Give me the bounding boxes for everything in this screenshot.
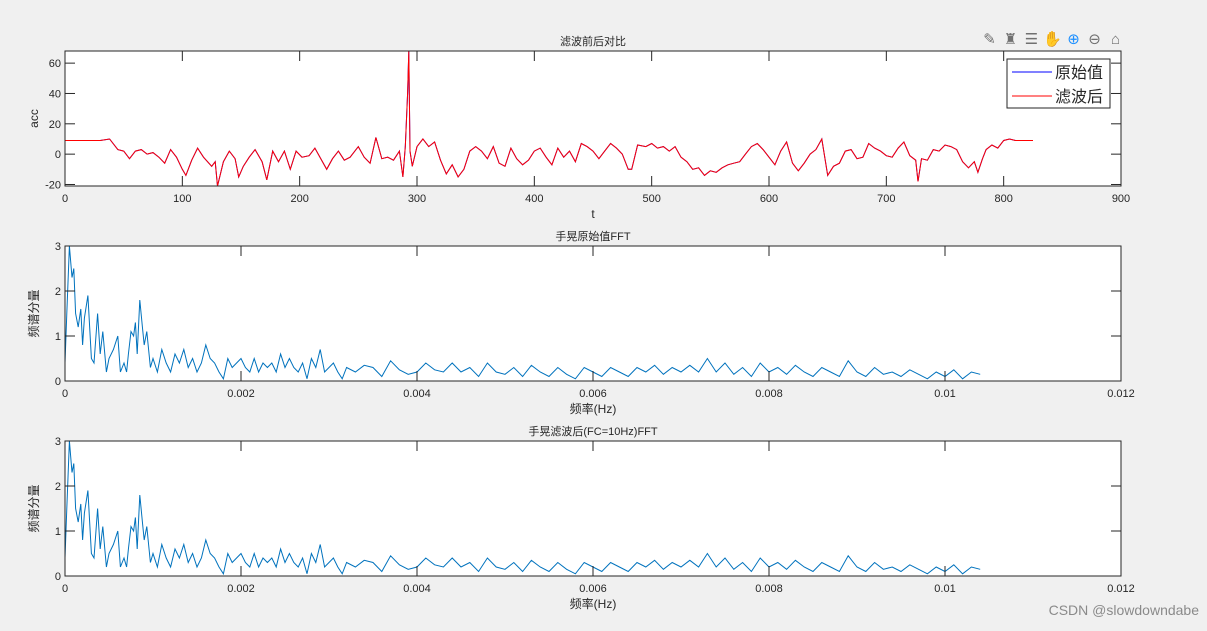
x-tick-label: 700 — [877, 193, 895, 205]
y-axis-label: acc — [27, 109, 41, 128]
chart-title: 滤波前后对比 — [560, 34, 626, 48]
y-tick-label: 2 — [55, 481, 61, 493]
figure-toolbar: ✎ ♜ ☰ ✋ ⊕ ⊖ ⌂ — [980, 30, 1125, 49]
y-tick-label: 3 — [55, 436, 61, 448]
axes-frame — [64, 50, 1122, 187]
y-tick-label: 1 — [55, 526, 61, 538]
y-tick-label: 3 — [55, 241, 61, 253]
x-tick-label: 500 — [642, 193, 660, 205]
x-tick-label: 0.008 — [755, 583, 783, 595]
x-tick-label: 0.004 — [403, 583, 431, 595]
legend-box — [1006, 58, 1111, 109]
series-line-1 — [65, 246, 981, 381]
x-tick-label: 0.012 — [1107, 583, 1135, 595]
y-tick-label: 20 — [49, 119, 61, 131]
pan-hand-icon[interactable]: ✋ — [1043, 31, 1062, 48]
plot-area — [65, 441, 1121, 576]
x-tick-label: 400 — [525, 193, 543, 205]
x-tick-label: 900 — [1112, 193, 1130, 205]
axes-1: 0 100 200 300 400 500 600 700 800 900-200204060滤波… — [27, 34, 1130, 221]
zoom-out-icon[interactable]: ⊖ — [1088, 31, 1101, 48]
legend-label: 滤波后 — [1055, 88, 1103, 106]
y-tick-label: 1 — [55, 331, 61, 343]
series-line-1 — [65, 441, 981, 576]
legend-label: 原始值 — [1055, 64, 1103, 82]
x-tick-label: 800 — [994, 193, 1012, 205]
series-line-滤波后 — [65, 51, 1033, 186]
y-tick-label: -20 — [45, 179, 61, 191]
x-tick-label: 600 — [760, 193, 778, 205]
x-tick-label: 0.01 — [934, 388, 955, 400]
x-tick-label: 0.006 — [579, 388, 607, 400]
axes-2: 0 0.002 0.004 0.006 0.008 0.01 0.012 0 1 2 3 手晃原始值F… — [27, 229, 1135, 416]
zoom-in-icon[interactable]: ⊕ — [1067, 31, 1080, 48]
plot-area — [65, 246, 1121, 381]
x-tick-label: 0.004 — [403, 388, 431, 400]
plot-area — [65, 51, 1121, 186]
x-tick-label: 0.006 — [579, 583, 607, 595]
y-tick-label: 60 — [49, 58, 61, 70]
x-axis-label: t — [591, 207, 595, 221]
x-axis-label: 频率(Hz) — [570, 596, 617, 611]
legend-icon[interactable]: ☰ — [1024, 31, 1039, 48]
brush-data-icon[interactable]: ✎ — [983, 31, 996, 48]
chart-title: 手晃滤波后(FC=10Hz)FFT — [528, 424, 658, 438]
x-tick-label: 0 — [62, 193, 68, 205]
x-tick-label: 100 — [173, 193, 191, 205]
home-restore-icon[interactable]: ⌂ — [1110, 31, 1121, 48]
x-tick-label: 0.002 — [227, 388, 255, 400]
y-tick-label: 2 — [55, 286, 61, 298]
x-axis-label: 频率(Hz) — [570, 401, 617, 416]
watermark: CSDN @slowdowndabe — [1048, 602, 1199, 618]
y-tick-label: 0 — [55, 571, 61, 583]
y-tick-label: 40 — [49, 88, 61, 100]
axes-3: 0 0.002 0.004 0.006 0.008 0.01 0.012 0 1 2 3 手晃滤波后(… — [27, 424, 1135, 611]
y-tick-label: 0 — [55, 376, 61, 388]
y-axis-label: 频谱分量 — [27, 289, 41, 337]
x-tick-label: 0.008 — [755, 388, 783, 400]
x-tick-label: 0.002 — [227, 583, 255, 595]
y-tick-label: 0 — [55, 149, 61, 161]
x-tick-label: 300 — [408, 193, 426, 205]
y-axis-label: 频谱分量 — [27, 484, 41, 532]
chart-title: 手晃原始值FFT — [555, 229, 630, 243]
x-tick-label: 0.012 — [1107, 388, 1135, 400]
x-tick-label: 0 — [62, 388, 68, 400]
x-tick-label: 200 — [290, 193, 308, 205]
x-tick-label: 0.01 — [934, 583, 955, 595]
data-tips-icon[interactable]: ♜ — [1003, 31, 1018, 48]
x-tick-label: 0 — [62, 583, 68, 595]
